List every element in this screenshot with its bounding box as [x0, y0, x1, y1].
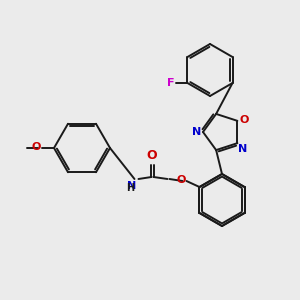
Text: O: O: [176, 175, 185, 185]
Text: N: N: [127, 181, 136, 191]
Text: F: F: [167, 78, 175, 88]
Text: H: H: [126, 183, 134, 193]
Text: O: O: [32, 142, 41, 152]
Text: N: N: [238, 144, 247, 154]
Text: O: O: [239, 115, 249, 125]
Text: N: N: [192, 127, 201, 137]
Text: O: O: [146, 149, 157, 162]
